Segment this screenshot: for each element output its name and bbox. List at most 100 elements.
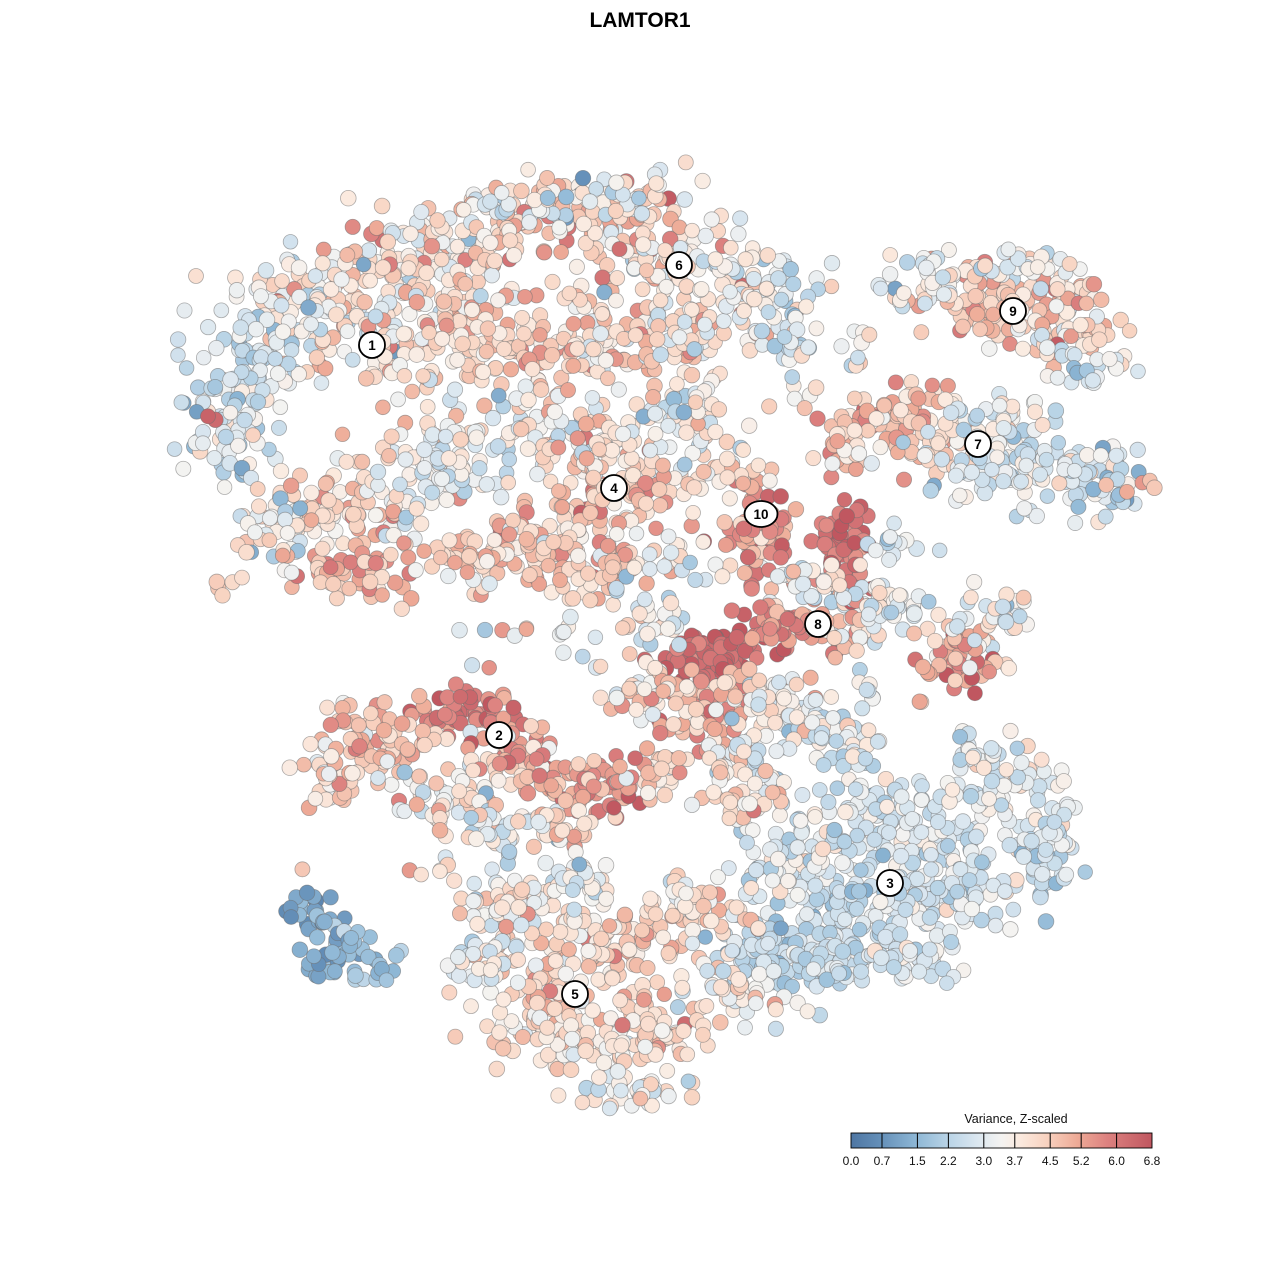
data-point <box>922 482 940 499</box>
data-point <box>662 544 680 561</box>
data-point <box>995 420 1012 437</box>
data-point <box>298 884 316 901</box>
data-point <box>823 689 840 705</box>
data-point <box>552 923 569 940</box>
data-point <box>489 438 507 455</box>
data-point <box>771 674 787 691</box>
data-point <box>1034 417 1051 433</box>
data-point <box>495 991 512 1008</box>
data-point <box>584 390 601 406</box>
data-point <box>557 965 574 983</box>
data-point <box>809 410 826 427</box>
data-point <box>283 342 300 358</box>
data-point <box>345 506 362 523</box>
data-point <box>730 225 747 243</box>
data-point <box>897 901 914 918</box>
data-point <box>594 269 611 286</box>
data-point <box>291 289 308 305</box>
data-point <box>1011 608 1028 625</box>
data-point <box>452 689 469 705</box>
data-point <box>631 190 647 206</box>
data-point <box>375 399 391 416</box>
data-point <box>314 540 331 557</box>
data-point <box>493 899 511 916</box>
data-point <box>833 338 850 355</box>
data-point <box>569 340 586 357</box>
data-point <box>1015 848 1032 865</box>
data-point <box>802 669 819 686</box>
cluster-label-number: 5 <box>571 987 579 1002</box>
data-point <box>651 481 668 498</box>
data-point <box>367 507 384 524</box>
data-point <box>728 629 746 646</box>
data-point <box>552 572 568 589</box>
data-point <box>486 252 503 269</box>
data-point <box>750 457 767 474</box>
data-point <box>667 695 684 712</box>
data-point <box>1038 451 1055 468</box>
data-point <box>634 281 651 298</box>
data-point <box>858 681 875 698</box>
data-point <box>401 306 418 323</box>
data-point <box>780 873 797 890</box>
data-point <box>550 1087 567 1104</box>
data-point <box>560 941 577 958</box>
data-point <box>510 813 527 830</box>
data-point <box>743 580 760 597</box>
data-point <box>1030 792 1047 809</box>
data-point <box>378 972 395 988</box>
data-point <box>764 872 781 889</box>
colorbar <box>850 1132 1153 1149</box>
cluster-label-2: 2 <box>485 721 513 749</box>
data-point <box>434 330 451 347</box>
data-point <box>233 364 250 380</box>
cluster-label-number: 3 <box>886 876 894 891</box>
data-point <box>685 504 701 521</box>
data-point <box>760 304 777 320</box>
data-point <box>320 492 337 509</box>
data-point <box>772 549 789 566</box>
data-point <box>555 644 572 661</box>
data-point <box>788 676 805 693</box>
data-point <box>785 275 802 293</box>
data-point <box>1023 833 1040 850</box>
data-point <box>314 255 331 272</box>
data-point <box>592 658 609 675</box>
data-point <box>584 1002 601 1019</box>
data-point <box>563 1030 581 1048</box>
data-point <box>752 599 769 616</box>
data-point <box>281 759 299 776</box>
data-point <box>920 593 937 610</box>
data-point <box>735 743 752 760</box>
data-point <box>269 365 287 382</box>
data-point <box>642 442 659 459</box>
data-point <box>659 620 677 637</box>
data-point <box>765 963 782 980</box>
data-point <box>794 787 811 803</box>
data-point <box>735 475 751 492</box>
data-point <box>741 417 758 434</box>
scatter-points-layer <box>166 154 1163 1117</box>
data-point <box>274 323 292 340</box>
data-point <box>761 472 778 489</box>
data-point <box>521 566 538 583</box>
data-point <box>605 597 621 613</box>
data-point <box>773 291 790 308</box>
data-point <box>303 484 320 501</box>
data-point <box>828 733 845 749</box>
data-point <box>570 547 587 564</box>
data-point <box>416 441 433 459</box>
data-point <box>557 792 574 809</box>
data-point <box>512 916 530 934</box>
data-point <box>854 700 871 717</box>
data-point <box>920 424 936 440</box>
data-point <box>677 154 694 171</box>
data-point <box>376 694 393 711</box>
data-point <box>969 407 986 424</box>
data-point <box>328 590 345 607</box>
data-point <box>326 963 343 980</box>
data-point <box>872 280 889 297</box>
data-point <box>913 324 930 341</box>
data-point <box>557 188 575 206</box>
data-point <box>911 693 928 710</box>
